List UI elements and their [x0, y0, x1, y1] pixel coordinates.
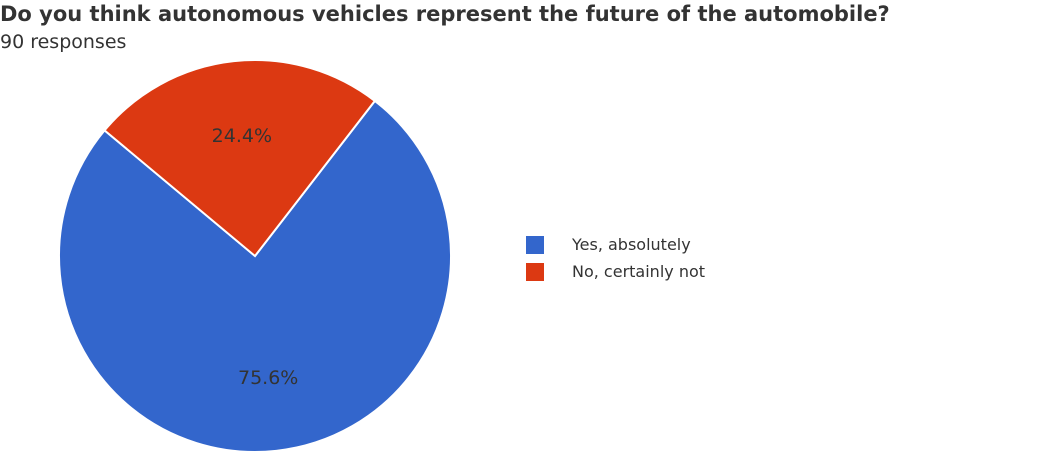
pie-slice-no[interactable] [103, 59, 377, 258]
legend-label-yes: Yes, absolutely [572, 235, 691, 254]
response-count: 90 responses [0, 31, 127, 53]
legend-swatch-yes [526, 235, 544, 254]
legend-swatch-no [526, 262, 544, 281]
legend-item-yes[interactable]: Yes, absolutely [526, 231, 705, 258]
chart-title: Do you think autonomous vehicles represe… [0, 2, 890, 26]
slice-label-yes: 75.6% [238, 367, 298, 389]
legend-label-no: No, certainly not [572, 262, 706, 281]
chart-legend: Yes, absolutely No, certainly not [526, 231, 705, 285]
pie-slice-yes[interactable] [58, 99, 452, 453]
slice-label-no: 24.4% [212, 125, 272, 147]
legend-item-no[interactable]: No, certainly not [526, 258, 705, 285]
